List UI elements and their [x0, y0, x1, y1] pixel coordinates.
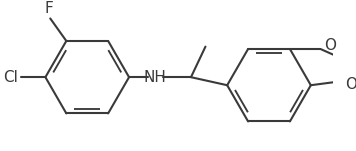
- Text: O: O: [325, 38, 336, 53]
- Text: F: F: [44, 1, 53, 16]
- Text: NH: NH: [143, 70, 166, 85]
- Text: Cl: Cl: [3, 70, 18, 85]
- Text: O: O: [345, 77, 356, 92]
